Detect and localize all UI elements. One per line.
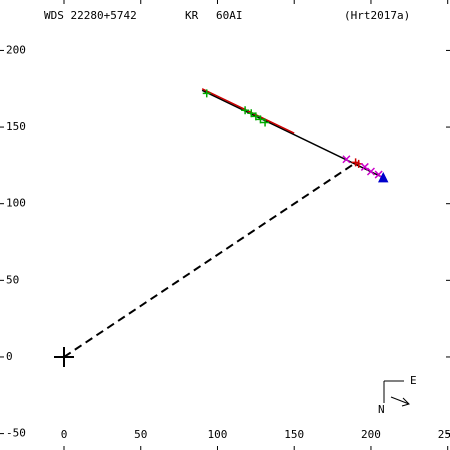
point (366, 167, 375, 176)
point (247, 109, 256, 118)
compass: E N (378, 374, 417, 416)
compass-north: N (378, 403, 385, 416)
y-tick-label: 200 (6, 43, 26, 56)
point (378, 171, 389, 183)
point (251, 112, 260, 121)
x-tick-label: 0 (61, 428, 68, 441)
y-tick-label: 50 (6, 273, 19, 286)
compass-arrow (390, 396, 410, 405)
x-tick-label: 200 (361, 428, 381, 441)
point (241, 106, 250, 115)
chart-title: WDS 22280+5742 (44, 9, 137, 22)
x-tick-label: 250 (438, 428, 450, 441)
y-tick-label: 150 (6, 120, 26, 133)
y-tick-label: -50 (6, 427, 26, 440)
point (54, 346, 75, 367)
point (202, 89, 211, 98)
point (360, 162, 369, 171)
orbit-line (201, 89, 384, 179)
compass-arrow (401, 397, 410, 407)
orbit-line (201, 88, 295, 134)
point (261, 118, 270, 127)
discoverer: KR (185, 9, 199, 22)
reference: (Hrt2017a) (344, 9, 410, 22)
compass-east: E (410, 374, 417, 387)
x-tick-label: 100 (208, 428, 228, 441)
x-tick-label: 150 (284, 428, 304, 441)
x-tick-label: 50 (134, 428, 147, 441)
designation: 60AI (216, 9, 243, 22)
point (256, 115, 265, 124)
y-tick-label: 0 (6, 350, 13, 363)
point (342, 155, 351, 164)
dashed-line (63, 163, 355, 358)
y-tick-label: 100 (6, 197, 26, 210)
